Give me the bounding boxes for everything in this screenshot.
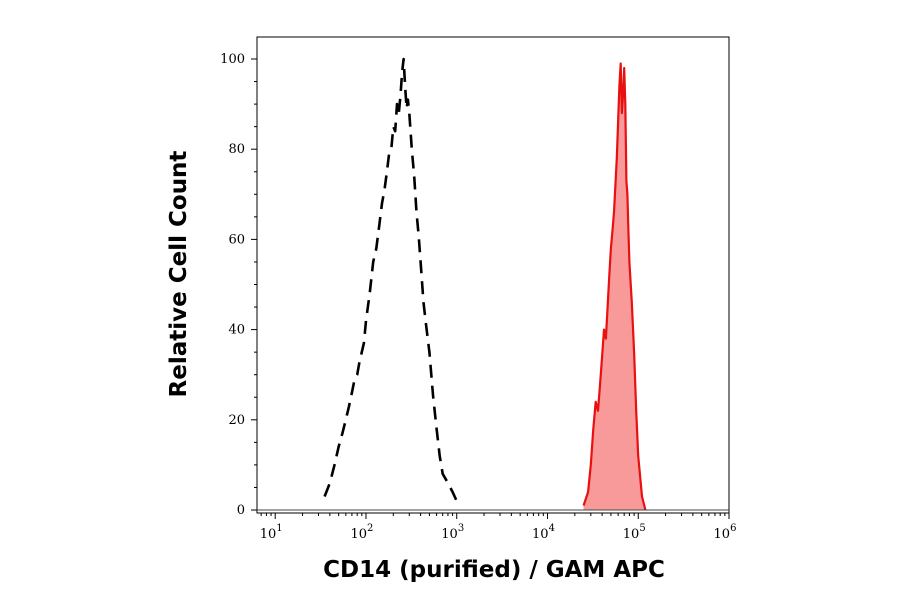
plot-border xyxy=(256,36,730,514)
series-stained-line xyxy=(582,62,647,511)
y-tick-label: 20 xyxy=(228,413,245,428)
y-axis: 0 20 40 60 80 100 xyxy=(220,52,257,518)
y-tick-label: 60 xyxy=(228,232,245,247)
x-tick-label: 104 xyxy=(532,523,555,542)
x-tick-label: 101 xyxy=(260,523,283,542)
y-tick-label: 40 xyxy=(228,323,245,338)
y-axis-title: Relative Cell Count xyxy=(166,151,192,398)
x-tick-label: 103 xyxy=(441,523,464,542)
x-tick-label: 105 xyxy=(623,523,646,542)
x-tick-label: 102 xyxy=(351,523,374,542)
y-tick-label: 0 xyxy=(237,503,245,518)
series-layer xyxy=(257,57,729,511)
x-axis-title: CD14 (purified) / GAM APC xyxy=(323,557,665,583)
y-tick-label: 100 xyxy=(220,52,245,67)
plot-frame xyxy=(256,36,730,514)
x-tick-label: 106 xyxy=(714,523,737,542)
y-tick-label: 80 xyxy=(228,142,245,157)
x-axis: 101 102 103 104 105 106 xyxy=(260,513,737,542)
series-control-line xyxy=(323,57,462,507)
